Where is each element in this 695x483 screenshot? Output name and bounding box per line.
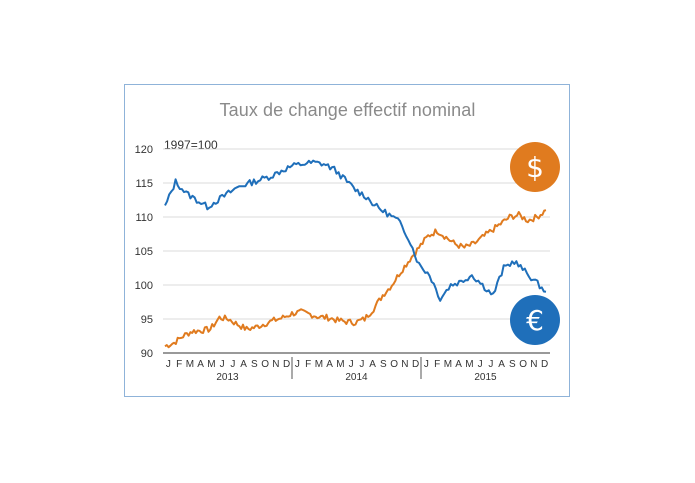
- euro-badge-icon: €: [510, 295, 560, 345]
- y-axis-unit-label: 1997=100: [164, 138, 218, 152]
- x-tick-label: M: [315, 359, 323, 370]
- x-tick-label: J: [295, 359, 300, 370]
- chart-frame: [124, 84, 570, 397]
- usd-series-line: [164, 209, 547, 349]
- x-tick-label: D: [283, 359, 290, 370]
- chart-title: Taux de change effectif nominal: [219, 100, 476, 120]
- eur-series-line: [164, 159, 547, 302]
- year-label: 2015: [474, 372, 497, 383]
- x-tick-label: A: [326, 359, 333, 370]
- x-tick-label: M: [186, 359, 194, 370]
- y-tick-label: 120: [135, 144, 153, 156]
- y-tick-label: 90: [141, 348, 153, 360]
- y-tick-label: 115: [135, 178, 153, 190]
- dollar-badge-icon: $: [510, 142, 560, 192]
- x-tick-label: S: [380, 359, 387, 370]
- x-tick-label: M: [444, 359, 452, 370]
- x-tick-label: S: [251, 359, 258, 370]
- badge-symbol: $: [526, 151, 544, 184]
- x-tick-label: J: [424, 359, 429, 370]
- x-tick-label: D: [412, 359, 419, 370]
- x-tick-label: A: [498, 359, 505, 370]
- x-tick-label: O: [261, 359, 269, 370]
- x-tick-label: N: [530, 359, 537, 370]
- x-tick-label: N: [401, 359, 408, 370]
- x-tick-label: A: [455, 359, 462, 370]
- x-tick-label: A: [197, 359, 204, 370]
- x-tick-label: M: [207, 359, 215, 370]
- x-tick-label: J: [478, 359, 483, 370]
- x-tick-label: J: [230, 359, 235, 370]
- badge-circle: [510, 295, 560, 345]
- x-tick-label: J: [359, 359, 364, 370]
- x-tick-label: M: [465, 359, 473, 370]
- year-label: 2013: [216, 372, 239, 383]
- x-tick-label: A: [240, 359, 247, 370]
- x-tick-label: J: [488, 359, 493, 370]
- x-tick-label: J: [166, 359, 171, 370]
- x-tick-label: F: [176, 359, 182, 370]
- y-tick-label: 95: [141, 314, 153, 326]
- x-tick-label: S: [509, 359, 516, 370]
- x-tick-label: D: [541, 359, 548, 370]
- badge-circle: [510, 142, 560, 192]
- y-tick-label: 105: [135, 246, 153, 258]
- x-tick-label: M: [336, 359, 344, 370]
- y-tick-label: 110: [135, 212, 153, 224]
- x-tick-label: O: [519, 359, 527, 370]
- x-tick-label: N: [272, 359, 279, 370]
- x-tick-label: O: [390, 359, 398, 370]
- badge-symbol: €: [526, 304, 544, 337]
- x-tick-label: F: [434, 359, 440, 370]
- x-tick-label: A: [369, 359, 376, 370]
- x-tick-label: J: [220, 359, 225, 370]
- y-tick-label: 100: [135, 280, 153, 292]
- x-tick-label: F: [305, 359, 311, 370]
- year-label: 2014: [345, 372, 368, 383]
- x-tick-label: J: [349, 359, 354, 370]
